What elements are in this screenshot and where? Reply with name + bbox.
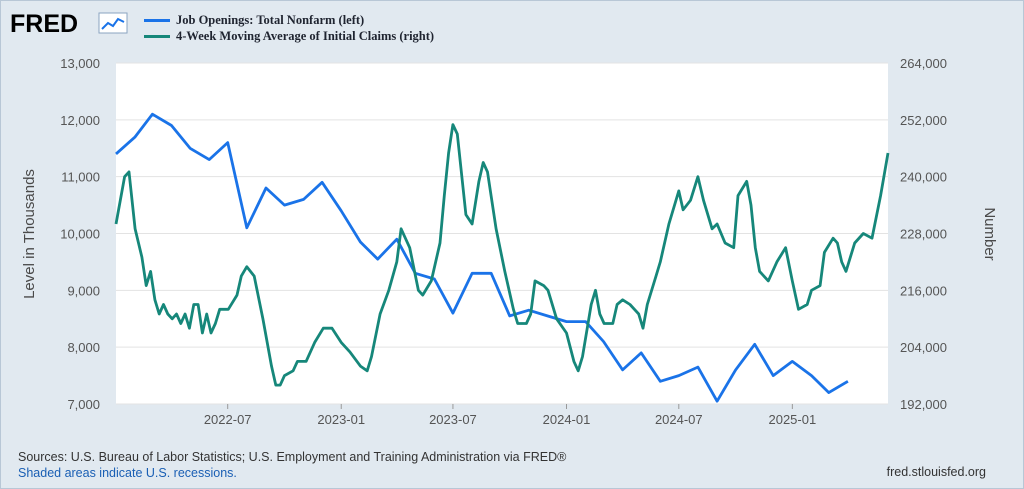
legend-item-initial-claims: 4-Week Moving Average of Initial Claims … <box>144 28 434 44</box>
series-job-openings-line <box>115 112 849 403</box>
chart-legend: Job Openings: Total Nonfarm (left) 4-Wee… <box>144 12 434 44</box>
y-left-tick-label: 7,000 <box>67 397 100 412</box>
y-right-tick-label: 204,000 <box>900 340 947 355</box>
legend-swatch-job-openings <box>144 18 170 22</box>
x-tick-label: 2024-07 <box>655 412 703 427</box>
y-right-tick-label: 240,000 <box>900 170 947 185</box>
series-lines <box>114 112 890 403</box>
chart-header: FRED Job Openings: Total Nonfarm (left) … <box>10 6 1010 44</box>
line-chart: 7,0008,0009,00010,00011,00012,00013,000 … <box>21 56 998 427</box>
y-left-tick-label: 13,000 <box>60 56 100 71</box>
site-link[interactable]: fred.stlouisfed.org <box>886 465 986 479</box>
y-right-tick-label: 252,000 <box>900 113 947 128</box>
y-axis-left-label: Level in Thousands <box>21 169 38 299</box>
chart-trend-icon <box>98 12 128 34</box>
y-left-tick-label: 9,000 <box>67 283 100 298</box>
chart-footer: Sources: U.S. Bureau of Labor Statistics… <box>18 449 566 481</box>
y-left-tick-label: 8,000 <box>67 340 100 355</box>
y-right-tick-label: 264,000 <box>900 56 947 71</box>
y-right-tick-label: 216,000 <box>900 283 947 298</box>
x-tick-label: 2023-07 <box>429 412 477 427</box>
recession-note: Shaded areas indicate U.S. recessions. <box>18 466 237 480</box>
x-tick-label: 2023-01 <box>317 412 365 427</box>
x-tick-label: 2022-07 <box>204 412 252 427</box>
x-axis-ticks: 2022-07 2023-01 2023-07 2024-01 2024-07 2025-… <box>204 404 816 427</box>
x-tick-label: 2024-01 <box>543 412 591 427</box>
legend-label-job-openings: Job Openings: Total Nonfarm (left) <box>176 12 365 27</box>
legend-label-initial-claims: 4-Week Moving Average of Initial Claims … <box>176 28 435 43</box>
y-left-tick-label: 12,000 <box>60 113 100 128</box>
right-axis-ticks: 192,000 204,000 216,000 228,000 240,000 252,0… <box>900 56 947 412</box>
legend-item-job-openings: Job Openings: Total Nonfarm (left) <box>144 12 434 28</box>
y-right-tick-label: 192,000 <box>900 397 947 412</box>
y-right-tick-label: 228,000 <box>900 227 947 242</box>
grid-lines <box>116 62 888 405</box>
y-axis-right-label: Number <box>981 207 998 260</box>
y-left-tick-label: 10,000 <box>60 227 100 242</box>
y-left-tick-label: 11,000 <box>61 170 100 185</box>
series-initial-claims-line <box>114 123 890 387</box>
fred-logo[interactable]: FRED <box>10 10 79 38</box>
legend-swatch-initial-claims <box>144 34 170 38</box>
x-tick-label: 2025-01 <box>768 412 816 427</box>
sources-text: Sources: U.S. Bureau of Labor Statistics… <box>18 450 567 464</box>
left-axis-ticks: 7,000 8,000 9,000 10,000 11,000 12,000 13,000 <box>60 56 100 412</box>
